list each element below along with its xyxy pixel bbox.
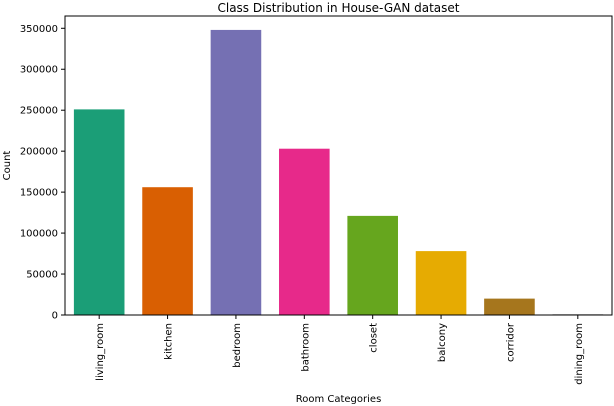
y-tick-label: 250000	[20, 106, 58, 117]
bar-living-room	[73, 109, 125, 316]
y-tick-label: 100000	[20, 229, 58, 240]
x-axis-label: Room Categories	[296, 394, 382, 405]
y-tick-label: 300000	[20, 65, 58, 76]
x-tick-label: living_room	[95, 323, 106, 381]
y-tick-label: 0	[52, 311, 58, 322]
bar-kitchen	[142, 187, 193, 315]
x-tick-label: closet	[369, 323, 380, 353]
y-tick-label: 200000	[20, 147, 58, 158]
x-tick-label: kitchen	[164, 323, 175, 360]
bar-bedroom	[210, 29, 262, 316]
bar-closet	[347, 215, 398, 315]
y-axis-ticks: 0 50000 100000 150000 200000 250000 300000 3500…	[20, 24, 65, 322]
x-tick-label: dining_room	[574, 323, 585, 385]
y-axis-label: Count	[2, 151, 13, 181]
chart-title: Class Distribution in House-GAN dataset	[217, 1, 459, 15]
bars-group	[73, 29, 604, 316]
x-tick-label: bathroom	[300, 323, 311, 372]
plot-frame	[64, 15, 613, 316]
y-tick-label: 150000	[20, 188, 58, 199]
bar-balcony	[415, 251, 467, 315]
y-tick-label: 50000	[26, 270, 58, 281]
y-tick-label: 350000	[20, 24, 58, 35]
bar-corridor	[484, 298, 535, 315]
x-tick-label: balcony	[437, 323, 448, 362]
x-axis-ticks: living_room kitchen bedroom bathroom closet b…	[95, 315, 585, 385]
bar-bathroom	[279, 148, 330, 315]
x-tick-label: corridor	[505, 322, 516, 362]
x-tick-label: bedroom	[232, 323, 243, 368]
